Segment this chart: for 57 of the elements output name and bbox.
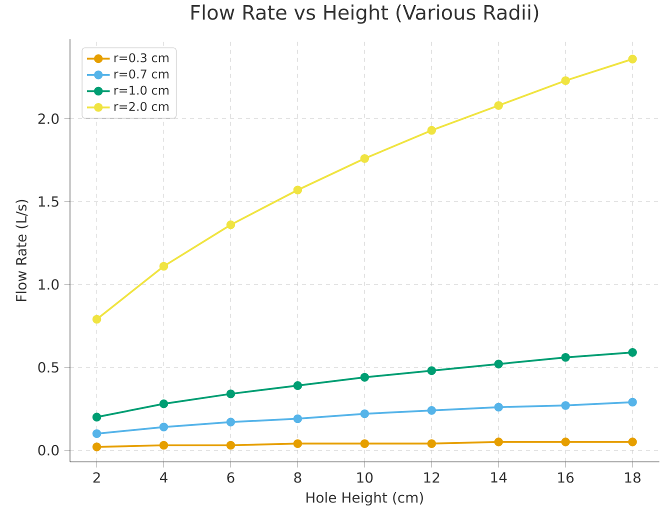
point [628,348,637,357]
legend-label: r=0.3 cm [114,53,168,62]
point [628,54,637,64]
point [92,442,102,452]
y-tick-label: 0.0 [38,445,59,456]
y-tick-label: 1.5 [38,196,58,207]
x-tick-label: 18 [625,472,640,483]
point [159,440,168,450]
x-axis-title: Hole Height (cm) [306,492,423,506]
point [628,438,637,446]
point [293,381,302,390]
y-axis-title: Flow Rate (L/s) [16,200,28,302]
point [92,412,102,422]
point [427,406,436,415]
y-tick-label: 1.0 [38,279,59,290]
legend-label: r=0.7 cm [114,70,168,79]
point [561,76,570,86]
chart-title: Flow Rate vs Height (Various Radii) [191,4,538,24]
point [226,418,236,427]
y-tick-label: 2.0 [38,114,59,124]
point [360,372,370,382]
x-tick-label: 12 [424,472,440,483]
x-tick-label: 2 [93,472,100,483]
point [293,186,302,194]
legend-label: r=2.0 cm [114,102,168,112]
point [427,439,436,448]
point [427,366,436,376]
legend-label: r=1.0 cm [114,86,168,95]
point [92,429,102,438]
point [293,414,302,424]
point [494,360,504,369]
x-tick-label: 8 [294,472,302,483]
point [159,422,168,432]
point [226,440,236,450]
point [226,390,236,398]
point [159,262,168,271]
point [226,220,236,230]
x-tick-label: 14 [491,472,507,483]
point [561,438,570,446]
point [360,409,370,418]
point [159,399,168,408]
y-tick-label: 0.5 [38,362,58,373]
point [494,438,504,446]
point [561,353,570,362]
point [360,439,370,448]
point [427,126,436,135]
point [92,314,102,324]
x-tick-label: 16 [558,472,574,483]
point [494,101,504,110]
point [628,398,637,407]
x-tick-label: 4 [160,472,168,483]
point [494,402,504,412]
point [293,439,302,448]
x-tick-label: 10 [357,472,373,483]
x-tick-label: 6 [227,472,234,483]
point [360,154,370,163]
point [561,401,570,410]
